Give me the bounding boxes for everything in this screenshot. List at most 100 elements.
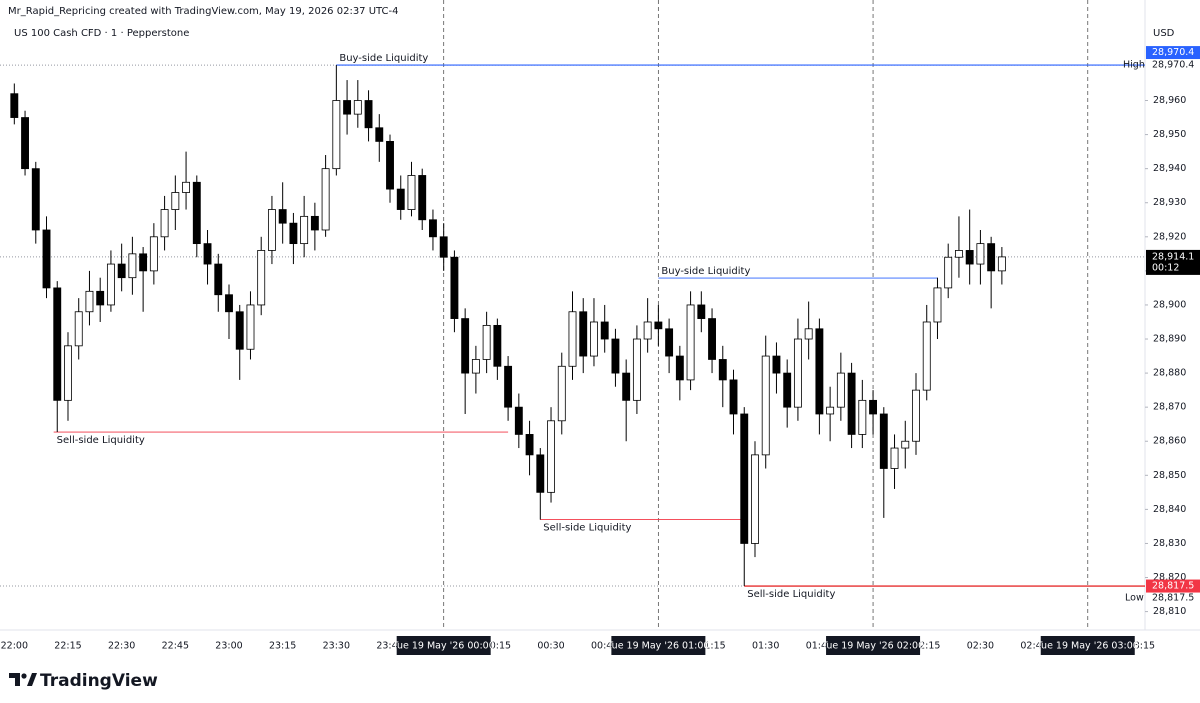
candle-body bbox=[793, 338, 802, 408]
candle-body bbox=[901, 440, 910, 449]
candle-body bbox=[96, 290, 105, 306]
candle-body bbox=[493, 324, 502, 367]
session-label: Tue 19 May '26 01:00 bbox=[606, 641, 709, 652]
candle-body bbox=[912, 389, 920, 442]
candle-body bbox=[954, 250, 963, 258]
x-tick-label: 02:15 bbox=[913, 641, 940, 652]
candle-body bbox=[117, 263, 126, 279]
brand-name: TradingView bbox=[40, 671, 158, 691]
candle-body bbox=[10, 93, 19, 118]
y-tick-label: 28,830 bbox=[1153, 538, 1186, 549]
candle-body bbox=[718, 359, 727, 381]
y-tick-label: 28,900 bbox=[1153, 299, 1186, 310]
x-tick-label: 02:30 bbox=[967, 641, 994, 652]
y-tick-label: 28,940 bbox=[1153, 163, 1186, 174]
candle-body bbox=[579, 311, 588, 357]
currency: USD bbox=[1153, 28, 1175, 39]
y-tick-label: 28,810 bbox=[1153, 606, 1186, 617]
candle-body bbox=[289, 222, 298, 245]
attribution: Mr_Rapid_Repricing created with TradingV… bbox=[8, 6, 399, 17]
logo-mark bbox=[27, 673, 37, 686]
candle-body bbox=[257, 250, 266, 306]
session-label: Tue 19 May '26 03:00 bbox=[1036, 641, 1139, 652]
x-tick-label: 00:45 bbox=[591, 641, 618, 652]
candle-body bbox=[418, 175, 427, 221]
brand-logo: TradingView bbox=[9, 671, 158, 691]
low-badge-label: 28,817.5 bbox=[1152, 581, 1194, 592]
candle-body bbox=[965, 250, 974, 265]
high-badge bbox=[1146, 46, 1200, 60]
candle-body bbox=[64, 345, 72, 401]
low-value-box bbox=[1146, 593, 1200, 605]
candle-body bbox=[42, 229, 51, 289]
candle-body bbox=[568, 311, 577, 367]
candle-body bbox=[708, 318, 716, 360]
session-label: Tue 19 May '26 00:00 bbox=[392, 641, 495, 652]
candle-body bbox=[429, 219, 437, 238]
liquidity-label: Sell-side Liquidity bbox=[747, 589, 835, 600]
last-badge bbox=[1146, 249, 1200, 275]
x-tick-label: 01:30 bbox=[752, 641, 779, 652]
candle-body bbox=[332, 100, 341, 170]
low-badge bbox=[1146, 579, 1200, 593]
candle-body bbox=[375, 127, 384, 142]
candle-body bbox=[772, 355, 781, 374]
y-tick-label: 28,950 bbox=[1153, 129, 1186, 140]
candle-body bbox=[225, 294, 233, 313]
candle-body bbox=[643, 321, 652, 340]
candle-body bbox=[160, 209, 169, 238]
candle-body bbox=[976, 243, 985, 265]
candle-body bbox=[536, 454, 545, 493]
candle-body bbox=[590, 321, 598, 357]
y-tick-label: 28,840 bbox=[1153, 504, 1186, 515]
candle-body bbox=[944, 256, 953, 289]
candle-body bbox=[654, 321, 663, 330]
candle-body bbox=[450, 256, 459, 319]
x-tick-label: 23:45 bbox=[376, 641, 403, 652]
liquidity-label: Buy-side Liquidity bbox=[339, 53, 428, 64]
candle-body bbox=[632, 338, 641, 401]
candle-body bbox=[214, 263, 223, 296]
candle-body bbox=[987, 243, 996, 272]
session-label: Tue 19 May '26 02:00 bbox=[821, 641, 924, 652]
candle-body bbox=[235, 311, 244, 350]
high-value-label: 28,970.4 bbox=[1152, 60, 1194, 71]
x-tick-label: 00:15 bbox=[484, 641, 511, 652]
x-tick-label: 22:45 bbox=[162, 641, 189, 652]
candle-body bbox=[815, 328, 824, 415]
candle-body bbox=[879, 413, 888, 469]
candle-body bbox=[171, 192, 180, 210]
x-tick-label: 01:45 bbox=[806, 641, 833, 652]
candle-body bbox=[504, 365, 513, 408]
candle-body bbox=[600, 321, 609, 340]
liquidity-label: Buy-side Liquidity bbox=[661, 266, 750, 277]
candle-body bbox=[407, 175, 416, 210]
session-badge bbox=[1040, 636, 1135, 655]
logo-dot bbox=[21, 673, 27, 679]
last-value: 28,914.1 bbox=[1152, 251, 1194, 262]
y-tick-label: 28,890 bbox=[1153, 334, 1186, 345]
candle-body bbox=[246, 304, 255, 350]
candle-body bbox=[751, 454, 759, 544]
session-badge bbox=[826, 636, 921, 655]
y-tick-label: 28,880 bbox=[1153, 368, 1186, 379]
candle-body bbox=[804, 328, 813, 340]
high-value-box bbox=[1146, 59, 1200, 72]
candle-body bbox=[267, 209, 276, 251]
low-value-label: 28,817.5 bbox=[1152, 593, 1194, 604]
candle-body bbox=[922, 321, 931, 391]
candle-body bbox=[697, 304, 706, 319]
candle-body bbox=[106, 263, 115, 306]
candle-body bbox=[182, 181, 191, 193]
candle-body bbox=[686, 304, 695, 381]
candle-body bbox=[128, 253, 137, 279]
candle-body bbox=[386, 141, 394, 190]
session-badge bbox=[611, 636, 706, 655]
candle-body bbox=[300, 215, 309, 245]
y-tick-label: 28,960 bbox=[1153, 95, 1186, 106]
candle-body bbox=[783, 372, 792, 408]
candle-body bbox=[74, 311, 83, 347]
candle-body bbox=[482, 324, 491, 360]
candle-body bbox=[321, 168, 330, 231]
